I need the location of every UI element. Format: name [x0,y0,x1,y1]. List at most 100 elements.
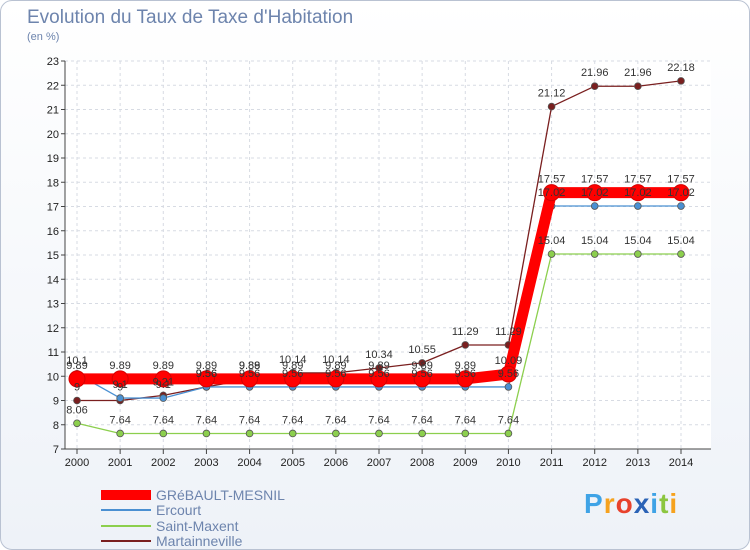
data-label: 7.64 [325,414,346,426]
data-point [504,383,513,391]
data-point [590,202,599,210]
y-tick-label: 21 [47,105,59,117]
data-label: 11.29 [452,326,479,338]
data-label: 9.89 [196,360,217,372]
data-point [370,370,388,388]
data-label: 9.88 [239,360,260,372]
data-point [586,184,604,202]
data-label: 7.64 [368,414,389,426]
x-tick-label: 2001 [108,457,132,469]
data-label: 15.04 [667,235,695,247]
legend-swatch [101,509,151,512]
data-label: 22.18 [667,62,695,74]
data-label: 9.56 [455,368,476,380]
data-label: 9.89 [325,360,346,372]
data-label: 9.56 [239,368,260,380]
data-label: 9.89 [411,360,432,372]
data-point [159,394,168,402]
logo-letter: i [650,488,660,519]
x-tick-label: 2002 [151,457,175,469]
data-label: 21.96 [624,67,652,79]
data-label: 17.02 [624,187,652,199]
legend-item: Ercourt [101,502,285,519]
data-label: 9.56 [282,368,303,380]
data-label: 7.64 [498,414,519,426]
data-label: 9.56 [196,368,217,380]
data-label: 10.55 [408,344,436,356]
y-tick-label: 10 [47,371,59,383]
data-label: 7.64 [109,414,130,426]
proxiti-logo: Proxiti [584,488,678,520]
data-label: 17.57 [581,174,609,186]
data-label: 7.64 [411,414,432,426]
x-tick-label: 2010 [496,457,520,469]
y-tick-label: 11 [48,347,59,359]
data-label: 21.12 [538,88,566,100]
logo-letter: P [584,488,604,519]
logo-letter: r [603,488,616,519]
data-point [634,82,642,91]
data-point [116,429,124,438]
data-point [418,359,426,367]
data-point [461,429,470,438]
data-point [629,184,647,202]
legend-item: Martainneville [101,533,285,549]
data-label: 9.56 [368,368,389,380]
legend-item: GRéBAULT-MESNIL [101,487,285,503]
data-label: 9.56 [325,368,346,380]
x-tick-label: 2004 [237,457,261,469]
data-label: 15.04 [624,235,652,247]
data-label: 11.29 [495,326,522,338]
legend-label: Ercourt [156,502,202,519]
y-tick-label: 22 [47,80,59,92]
data-point [245,429,254,438]
data-point [154,370,172,388]
y-tick-label: 20 [47,129,59,141]
logo-letter: o [615,488,634,519]
data-label: 15.04 [538,235,566,247]
data-label: 9.89 [455,360,476,372]
data-label: 7.64 [282,414,303,426]
x-tick-label: 2011 [540,457,564,469]
data-label: 9.89 [239,360,260,372]
data-point [543,184,561,202]
legend-label: Saint-Maxent [156,517,239,534]
legend-swatch [101,540,151,543]
data-point [332,429,340,438]
data-label: 7.64 [153,414,174,426]
data-point [547,250,556,258]
data-point [590,250,599,258]
data-label: 17.57 [667,174,695,186]
data-label: 9.56 [196,368,217,380]
x-tick-label: 2000 [65,457,89,469]
chart-title: Evolution du Taux de Taxe d'Habitation [27,7,354,28]
x-tick-label: 2009 [453,457,477,469]
data-point [68,370,86,388]
y-tick-label: 23 [47,56,59,68]
data-label: 9.1 [112,379,127,391]
data-point [111,370,129,388]
y-tick-label: 17 [47,202,59,214]
data-label: 9.89 [66,360,87,372]
y-tick-label: 15 [47,250,59,262]
data-point [73,396,81,405]
data-point [375,429,383,438]
y-tick-label: 9 [53,396,59,408]
y-tick-label: 19 [47,153,59,165]
x-tick-label: 2006 [324,457,348,469]
logo-letter: i [669,488,679,519]
data-label: 9 [117,382,123,394]
data-label: 10.1 [66,355,87,367]
data-label: 21.96 [581,67,609,79]
data-point [413,370,431,388]
data-point [677,202,685,210]
data-label: 9.56 [411,368,432,380]
data-point [241,370,259,388]
data-point [327,370,345,388]
logo-letter: x [633,488,651,519]
data-label: 10.34 [365,349,393,361]
data-label: 10.09 [495,355,523,367]
data-label: 9.21 [153,376,174,388]
legend-label: GRéBAULT-MESNIL [156,486,285,503]
